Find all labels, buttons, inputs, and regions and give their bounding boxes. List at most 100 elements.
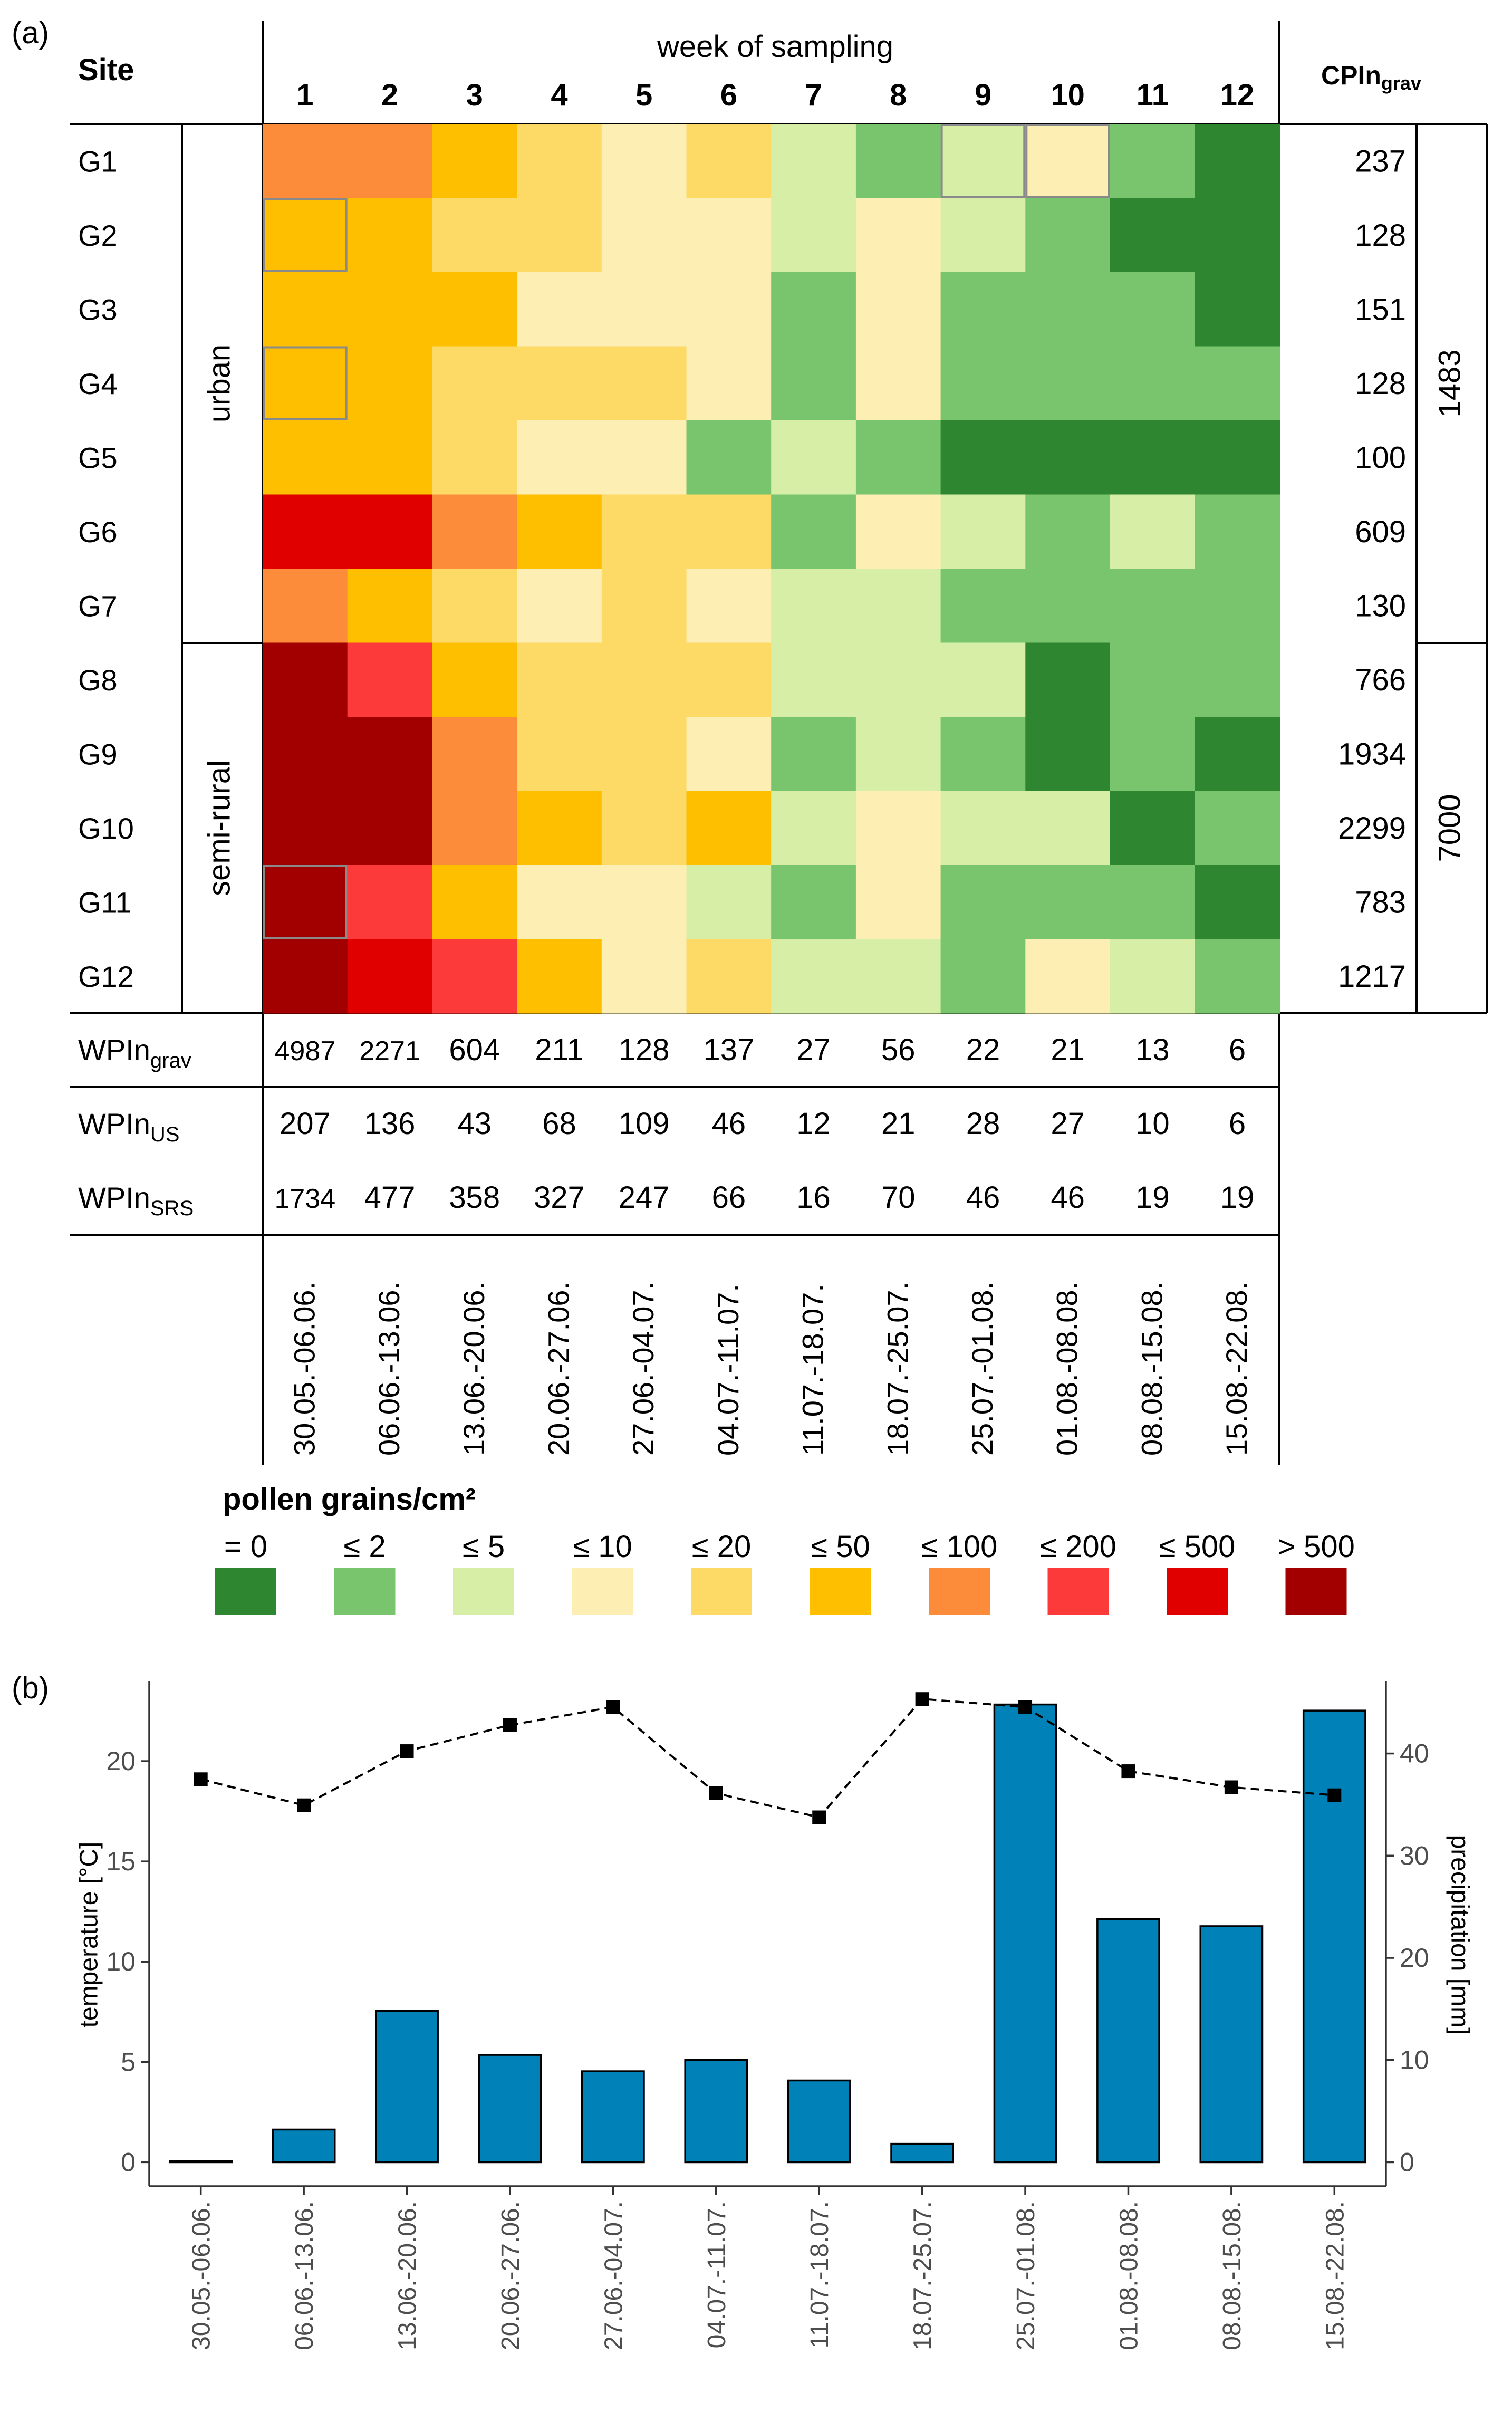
x-tick-label: 08.08.-15.08. [1218,2201,1246,2350]
heatmap-cell [686,198,772,273]
heatmap-cell [347,272,432,347]
cpin-value: 128 [1355,218,1406,253]
cpin-value: 1217 [1338,959,1406,994]
week-header: 9 [975,78,991,112]
panel-b: (b) temperature [°C] precipitation [mm] … [12,1671,1474,2350]
site-label: G4 [78,367,118,400]
week-header: 1 [296,78,313,112]
legend-swatch [1047,1568,1109,1615]
heatmap-cell [432,939,517,1014]
heatmap-cell [940,939,1026,1014]
heatmap-cell [517,494,602,569]
heatmap-cell [601,717,687,792]
heatmap-cell [263,420,348,495]
heatmap-cell [855,569,941,643]
heatmap-cell [347,346,432,421]
week-of-sampling-header: week of sampling [657,30,893,64]
temperature-point [400,1744,414,1758]
x-tick-label: 15.08.-22.08. [1321,2201,1349,2350]
wpin-value: 70 [881,1180,916,1215]
heatmap-cell [1110,420,1196,495]
precipitation-bar [478,2054,542,2164]
heatmap-cell [263,346,348,421]
site-label: G3 [78,293,118,326]
heatmap-cell [263,642,348,717]
heatmap-cell [1195,124,1280,199]
heatmap-cell [1025,865,1111,940]
y-axis-label-left: temperature [°C] [75,1842,103,2028]
week-header: 12 [1220,78,1255,112]
legend-label: ≤ 500 [1159,1530,1236,1564]
heatmap-cell [1110,198,1196,273]
heatmap-cell [686,272,772,347]
heatmap-cell [1025,198,1111,273]
week-header: 4 [551,78,567,112]
group-total-urban: 1483 [1432,349,1467,417]
heatmap-cell [432,569,517,643]
wpin-value: 43 [457,1107,492,1141]
precipitation-bar [581,2070,645,2164]
heatmap-cell [601,494,687,569]
wpin-value: 46 [712,1107,746,1141]
heatmap-cell [432,791,517,866]
heatmap-cell [771,717,856,792]
heatmap-cell [1110,494,1196,569]
wpin-value: 327 [534,1180,585,1215]
temperature-point [709,1786,723,1800]
y-tick-label-left: 5 [121,2047,136,2077]
heatmap-cell [686,420,772,495]
legend-swatch [572,1568,633,1615]
cpin-value: 128 [1355,367,1406,401]
wpin-us-label: WPInUS [78,1107,180,1146]
heatmap-cell [1025,494,1111,569]
heatmap-cell [1195,494,1280,569]
wpin-grav-label: WPIngrav [78,1033,191,1072]
x-tick-label: 06.06.-13.06. [291,2201,319,2350]
wpin-value: 46 [1051,1180,1085,1215]
heatmap-cell [771,198,856,273]
wpin-value: 10 [1135,1107,1170,1141]
heatmap-cell [347,124,432,199]
heatmap-cell [686,939,772,1014]
cpin-values: 237 128 151 128 100 609 130 766 1934 2299 783 1217 [1338,144,1406,994]
heatmap-cell [1025,124,1111,199]
heatmap-cell [517,198,602,273]
heatmap-cell [855,642,941,717]
heatmap-cell [1025,420,1111,495]
wpin-value: 136 [364,1107,416,1141]
temperature-point [606,1700,620,1714]
heatmap-cell [1025,939,1111,1014]
wpin-value: 247 [619,1180,670,1215]
heatmap-cell [940,124,1026,199]
heatmap-cell [1195,198,1280,273]
y-tick-label-left: 10 [106,1947,136,1976]
legend-label: ≤ 2 [343,1530,386,1564]
panel-a-tag: (a) [12,16,49,50]
wpin-value: 21 [881,1107,916,1141]
cpin-column-header: CPIngrav [1321,61,1421,94]
legend-label: ≤ 20 [692,1530,751,1564]
wpin-value: 2271 [359,1036,420,1066]
heatmap-cell [517,717,602,792]
wpin-value: 6 [1229,1033,1246,1067]
heatmap-cell [1025,642,1111,717]
heatmap-cell [601,642,687,717]
chart-b-plot: 0 5 10 15 20 0 10 20 30 40 30.05.-06.06. 06.06.-13.… [106,1681,1429,2350]
heatmap-cell [347,717,432,792]
heatmap-cell [771,494,856,569]
panel-b-tag: (b) [12,1671,49,1705]
temperature-point [812,1810,826,1824]
heatmap-cell [601,569,687,643]
date-range-label: 01.08.-08.08. [1051,1282,1084,1456]
legend-label: ≤ 100 [921,1530,998,1564]
heatmap-cell [347,198,432,273]
temperature-point [503,1718,517,1732]
heatmap-cell [940,420,1026,495]
heatmap-cell [1110,272,1196,347]
heatmap-cell-outline [263,865,348,939]
legend-swatch [929,1568,990,1615]
heatmap-cell [517,272,602,347]
legend-label: ≤ 5 [463,1530,505,1564]
x-tick-label: 13.06.-20.06. [394,2201,422,2350]
date-range-label: 20.06.-27.06. [542,1282,575,1456]
